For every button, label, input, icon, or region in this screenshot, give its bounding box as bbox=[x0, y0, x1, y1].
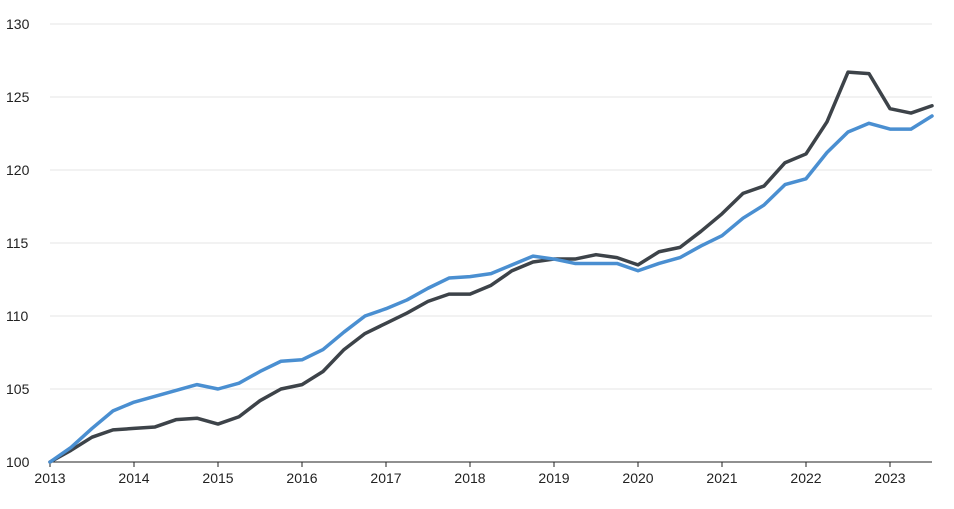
y-tick-label: 120 bbox=[6, 162, 30, 178]
series-line-1 bbox=[48, 70, 934, 464]
x-tick-label: 2016 bbox=[286, 470, 317, 486]
x-tick-label: 2019 bbox=[538, 470, 569, 486]
x-tick-label: 2018 bbox=[454, 470, 485, 486]
y-tick-label: 100 bbox=[6, 454, 30, 470]
x-tick-label: 2014 bbox=[118, 470, 149, 486]
x-tick-label: 2023 bbox=[874, 470, 905, 486]
x-tick-label: 2020 bbox=[622, 470, 653, 486]
y-tick-label: 105 bbox=[6, 381, 30, 397]
y-axis-ticks: 100 105 110 115 120 125 130 bbox=[6, 16, 30, 470]
x-tick-label: 2021 bbox=[706, 470, 737, 486]
x-tick-label: 2022 bbox=[790, 470, 821, 486]
x-axis-ticks: 2013 2014 2015 2016 2017 2018 2019 2020 2021 2022… bbox=[34, 462, 906, 486]
x-tick-label: 2015 bbox=[202, 470, 233, 486]
y-tick-label: 115 bbox=[6, 235, 29, 251]
series-lines bbox=[48, 70, 934, 464]
series-line-2 bbox=[48, 114, 934, 464]
x-tick-label: 2017 bbox=[370, 470, 401, 486]
y-tick-label: 125 bbox=[6, 89, 30, 105]
x-tick-label: 2013 bbox=[34, 470, 65, 486]
y-tick-label: 130 bbox=[6, 16, 30, 32]
y-tick-label: 110 bbox=[6, 308, 29, 324]
gridlines bbox=[50, 23, 932, 463]
